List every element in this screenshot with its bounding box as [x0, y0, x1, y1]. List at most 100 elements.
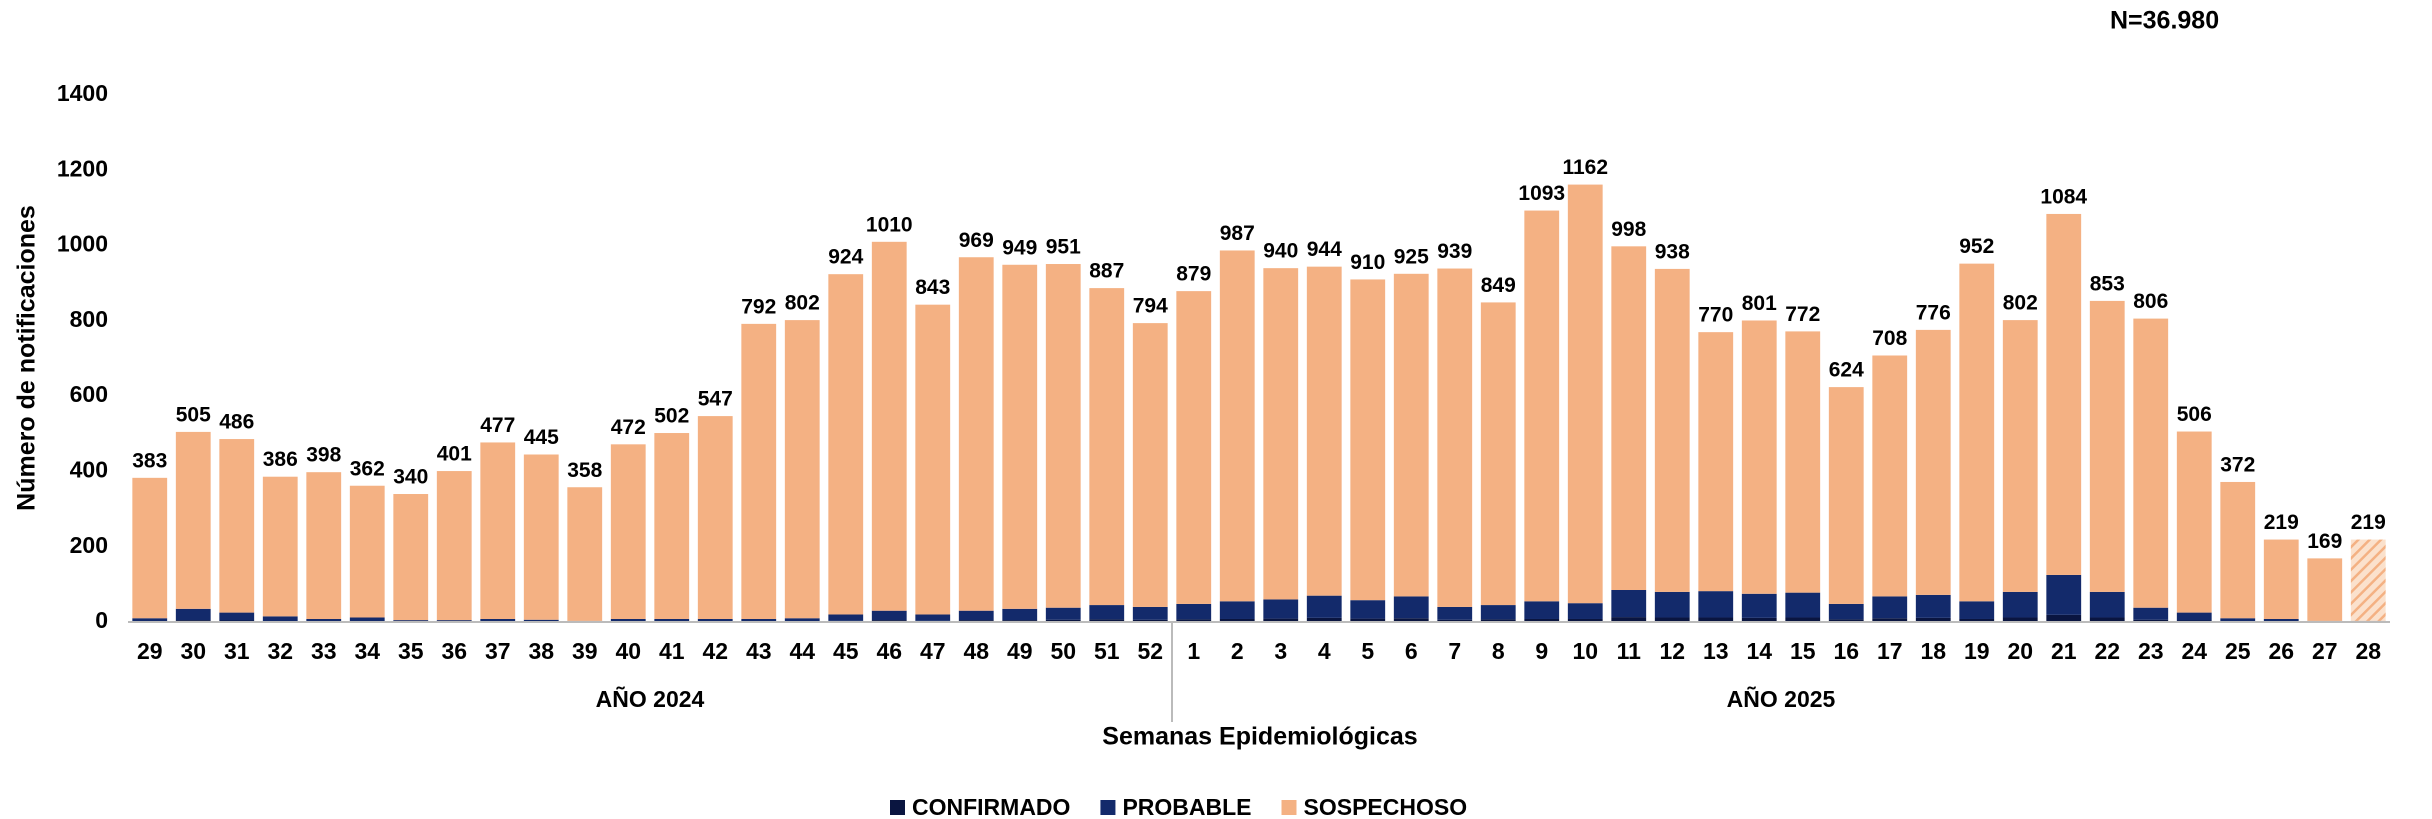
- bar-segment: [1045, 607, 1081, 620]
- bar-segment: [349, 617, 385, 622]
- x-tick-label: 9: [1535, 638, 1548, 664]
- bar-segment: [2176, 431, 2212, 613]
- data-label: 624: [1829, 359, 1864, 382]
- bar-segment: [306, 618, 342, 622]
- y-tick-label: 0: [95, 607, 108, 633]
- data-label: 477: [480, 414, 515, 437]
- bar-segment: [1306, 595, 1342, 618]
- bar-segment: [1393, 273, 1429, 597]
- data-label: 1084: [2040, 185, 2087, 208]
- x-tick-label: 7: [1448, 638, 1461, 664]
- bar-segment: [1480, 302, 1516, 606]
- bar-segment: [1872, 596, 1908, 619]
- x-tick-label: 20: [2007, 638, 2033, 664]
- data-label: 853: [2090, 272, 2125, 295]
- bar-segment: [1219, 601, 1255, 619]
- data-label: 806: [2133, 290, 2168, 313]
- chart-title: N=36.980: [2110, 7, 2219, 35]
- bar-segment: [2089, 591, 2125, 618]
- data-label: 505: [176, 403, 211, 426]
- data-label: 486: [219, 411, 254, 434]
- legend-label: SOSPECHOSO: [1304, 794, 1468, 819]
- data-label: 383: [132, 449, 167, 472]
- bar-segment: [1698, 617, 1734, 622]
- bar-segment: [1437, 619, 1473, 622]
- bar-segment: [610, 618, 646, 622]
- x-tick-label: 12: [1659, 638, 1685, 664]
- bar-segment: [132, 477, 168, 619]
- data-label: 219: [2351, 511, 2386, 534]
- x-tick-label: 51: [1094, 638, 1120, 664]
- data-label: 776: [1916, 301, 1951, 324]
- bar-segment: [436, 620, 472, 622]
- data-label: 386: [263, 448, 298, 471]
- x-tick-label: 33: [311, 638, 337, 664]
- bar-segment: [1437, 606, 1473, 620]
- y-tick-label: 800: [70, 306, 108, 332]
- bar-segment: [1045, 619, 1081, 622]
- x-tick-label: 50: [1050, 638, 1076, 664]
- data-label: 506: [2177, 403, 2212, 426]
- data-label: 952: [1959, 235, 1994, 258]
- bar-segment: [436, 471, 472, 621]
- data-label: 879: [1176, 263, 1211, 286]
- bar-segment: [1350, 618, 1386, 622]
- x-tick-label: 3: [1274, 638, 1287, 664]
- data-label: 372: [2220, 454, 2255, 477]
- x-tick-label: 48: [963, 638, 989, 664]
- y-tick-label: 600: [70, 381, 108, 407]
- bar-segment: [523, 619, 559, 622]
- bar-segment: [262, 476, 298, 617]
- bar-segment: [393, 494, 429, 621]
- bar-segment: [1828, 603, 1864, 620]
- bar-segment: [1872, 618, 1908, 622]
- data-label: 969: [959, 229, 994, 252]
- bar-segment: [1698, 591, 1734, 618]
- bar-segment: [1437, 268, 1473, 607]
- x-tick-label: 26: [2268, 638, 2294, 664]
- x-tick-label: 31: [224, 638, 250, 664]
- x-tick-label: 35: [398, 638, 424, 664]
- bar-segment: [1524, 601, 1560, 619]
- bar-segment: [1306, 617, 1342, 622]
- bar-segment: [958, 257, 994, 611]
- x-tick-label: 34: [354, 638, 380, 664]
- x-tick-label: 36: [441, 638, 467, 664]
- x-tick-label: 10: [1572, 638, 1598, 664]
- bar-segment: [1393, 618, 1429, 622]
- data-label: 987: [1220, 222, 1255, 245]
- bar-segment: [1915, 594, 1951, 618]
- x-tick-label: 38: [528, 638, 554, 664]
- data-label: 1010: [866, 213, 913, 236]
- data-label: 849: [1481, 274, 1516, 297]
- bar-segment: [2220, 481, 2256, 619]
- bar-segment: [2133, 619, 2169, 622]
- data-label: 401: [437, 443, 472, 466]
- bar-segment: [654, 433, 690, 619]
- bar-segment: [1828, 619, 1864, 622]
- data-label: 770: [1698, 304, 1733, 327]
- bar-segment: [1611, 590, 1647, 618]
- bar-segment: [2002, 591, 2038, 618]
- bar-segment: [175, 431, 211, 609]
- bar-segment: [1002, 264, 1038, 609]
- bar-segment: [1828, 387, 1864, 604]
- x-tick-label: 25: [2225, 638, 2251, 664]
- bar-segment: [697, 416, 733, 619]
- x-tick-label: 41: [659, 638, 685, 664]
- bar-segment: [262, 616, 298, 622]
- bar-segment: [2263, 618, 2299, 622]
- data-label: 794: [1133, 295, 1168, 318]
- bar-segment: [1176, 619, 1212, 622]
- bar-segment: [2046, 614, 2082, 622]
- bar-segment: [1306, 266, 1342, 596]
- data-label: 1162: [1562, 156, 1608, 179]
- bar-segment: [1524, 210, 1560, 602]
- data-label: 792: [741, 295, 776, 318]
- bar-segment: [741, 323, 777, 619]
- x-tick-label: 24: [2181, 638, 2207, 664]
- data-label: 547: [698, 388, 733, 411]
- x-tick-label: 18: [1920, 638, 1946, 664]
- bar-segment: [1480, 605, 1516, 620]
